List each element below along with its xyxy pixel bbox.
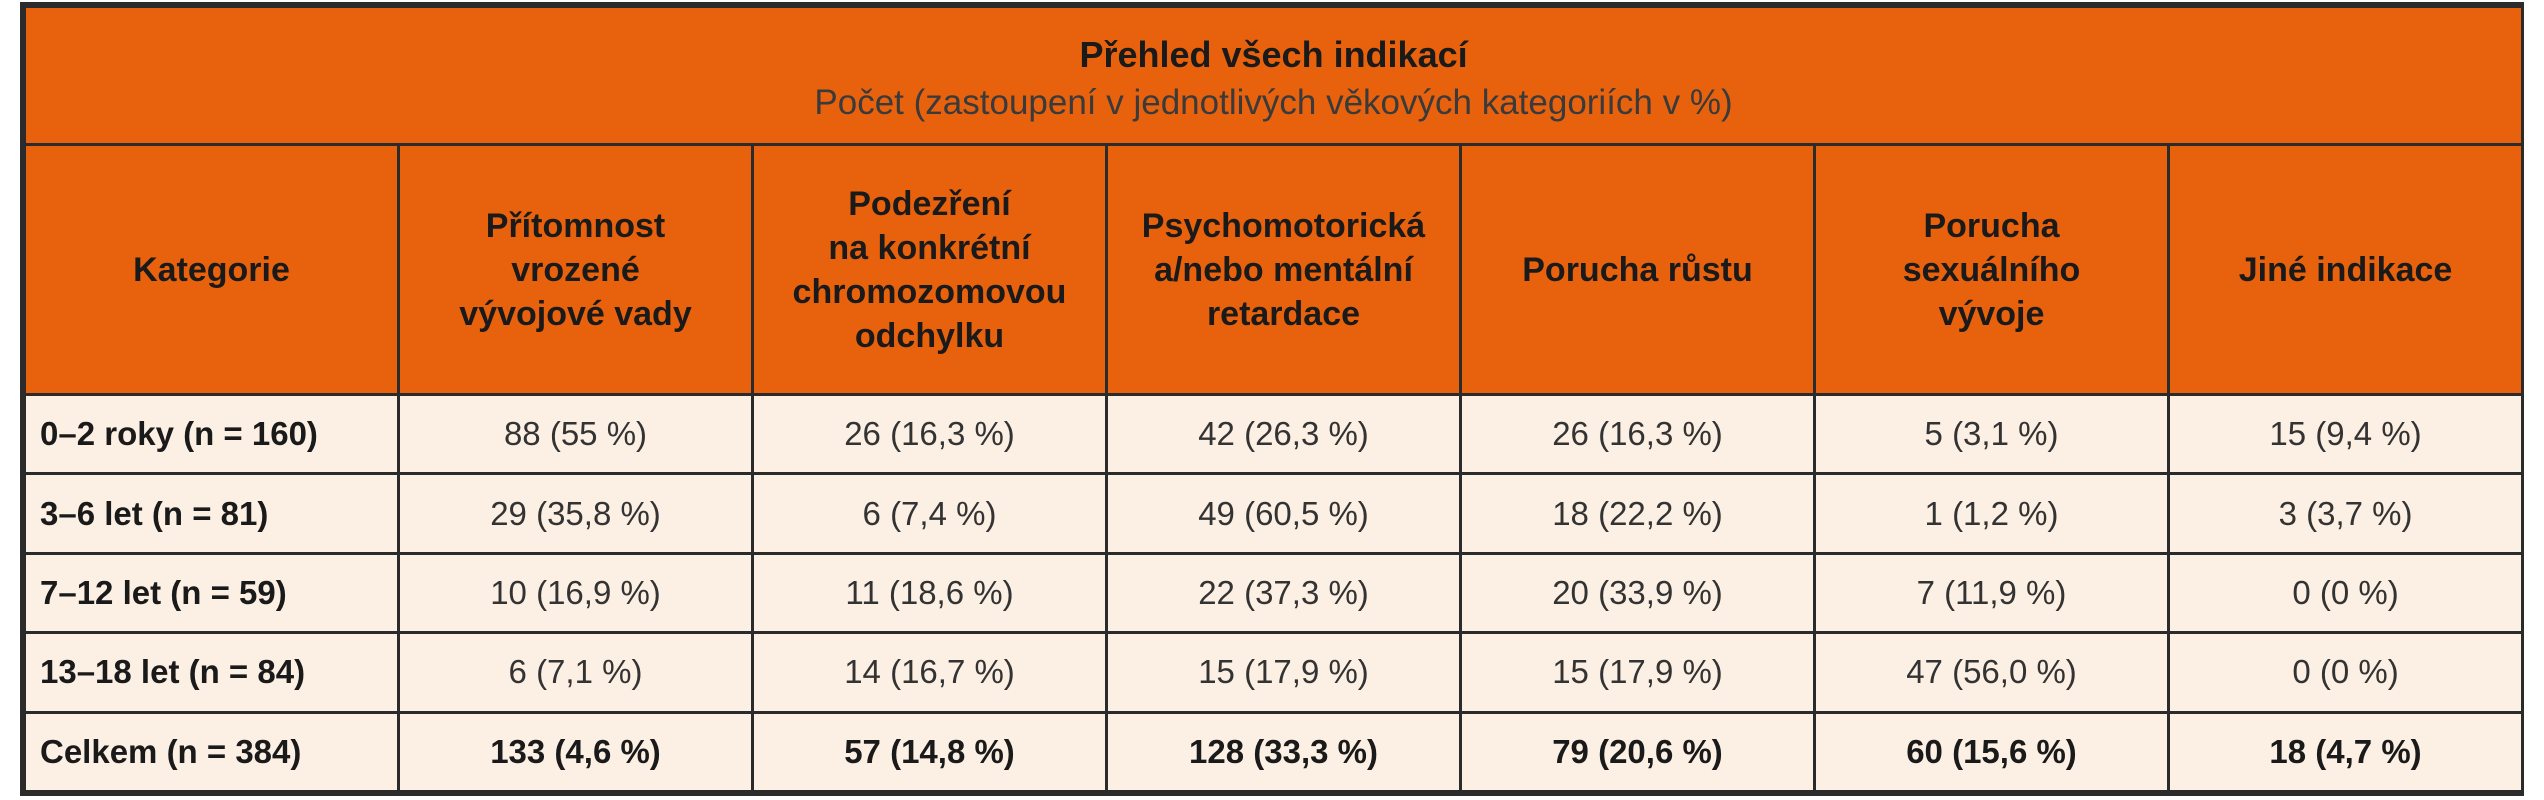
column-header-line: Přítomnost (485, 206, 666, 245)
value-cell: 29 (35,8 %) (397, 472, 754, 555)
column-header-line: Psychomotorická (1141, 206, 1426, 245)
header-retardace: Psychomotorická a/nebo mentální retardace (1105, 143, 1462, 396)
value-cell: 14 (16,7 %) (751, 631, 1108, 714)
header-sexualni-vyvoj: Porucha sexuálního vývoje (1813, 143, 2170, 396)
table-row: 7–12 let (n = 59) 10 (16,9 %) 11 (18,6 %) 2… (23, 551, 2525, 635)
column-header-line: Jiné indikace (2238, 250, 2453, 289)
table-subtitle: Počet (zastoupení v jednotlivých věkovýc… (814, 82, 1733, 122)
header-vrozena-vada: Přítomnost vrozené vývojové vady (397, 143, 754, 396)
column-header-line: odchylku (854, 316, 1005, 355)
header-porucha-rustu: Porucha růstu (1459, 143, 1816, 396)
row-category-cell: 3–6 let (n = 81) (23, 472, 400, 555)
table-body: 0–2 roky (n = 160) 88 (55 %) 26 (16,3 %) 42… (23, 392, 2525, 794)
row-category-cell: 0–2 roky (n = 160) (23, 392, 400, 476)
column-header-line: a/nebo mentální (1154, 250, 1413, 289)
indications-table-frame: Přehled všech indikací Počet (zastoupení… (20, 2, 2525, 796)
column-header-line: chromozomovou (792, 272, 1067, 311)
column-header-line: sexuálního (1902, 250, 2081, 289)
column-header-line: vrozené (511, 250, 640, 289)
value-cell: 6 (7,1 %) (397, 631, 754, 714)
value-cell: 15 (9,4 %) (2166, 392, 2525, 476)
table-row: 13–18 let (n = 84) 6 (7,1 %) 14 (16,7 %) 15… (23, 631, 2525, 714)
value-cell: 18 (4,7 %) (2166, 710, 2525, 794)
column-header-line: Podezření (848, 184, 1011, 223)
column-header-line: retardace (1206, 294, 1361, 333)
value-cell: 5 (3,1 %) (1813, 392, 2170, 476)
column-header-line: na konkrétní (828, 228, 1031, 267)
value-cell: 11 (18,6 %) (751, 551, 1108, 635)
indications-table: Přehled všech indikací Počet (zastoupení… (22, 5, 2525, 794)
column-header-line: Kategorie (133, 250, 290, 289)
value-cell: 22 (37,3 %) (1105, 551, 1462, 635)
value-cell: 0 (0 %) (2166, 631, 2525, 714)
value-cell: 3 (3,7 %) (2166, 472, 2525, 555)
value-cell: 60 (15,6 %) (1813, 710, 2170, 794)
value-cell: 26 (16,3 %) (751, 392, 1108, 476)
value-cell: 15 (17,9 %) (1459, 631, 1816, 714)
table-title-cell: Přehled všech indikací Počet (zastoupení… (22, 5, 2525, 146)
value-cell: 42 (26,3 %) (1105, 392, 1462, 476)
header-jine-indikace: Jiné indikace (2166, 143, 2525, 396)
value-cell: 20 (33,9 %) (1459, 551, 1816, 635)
value-cell: 6 (7,4 %) (751, 472, 1108, 555)
value-cell: 49 (60,5 %) (1105, 472, 1462, 555)
value-cell: 26 (16,3 %) (1459, 392, 1816, 476)
row-category-cell: Celkem (n = 384) (23, 710, 400, 794)
value-cell: 1 (1,2 %) (1813, 472, 2170, 555)
value-cell: 88 (55 %) (397, 392, 754, 476)
value-cell: 0 (0 %) (2166, 551, 2525, 635)
value-cell: 128 (33,3 %) (1105, 710, 1462, 794)
column-header-line: vývojové vady (459, 294, 692, 333)
value-cell: 79 (20,6 %) (1459, 710, 1816, 794)
row-category-cell: 7–12 let (n = 59) (23, 551, 400, 635)
value-cell: 15 (17,9 %) (1105, 631, 1462, 714)
total-row: Celkem (n = 384) 133 (4,6 %) 57 (14,8 %) 12… (23, 710, 2525, 794)
value-cell: 57 (14,8 %) (751, 710, 1108, 794)
table-row: 3–6 let (n = 81) 29 (35,8 %) 6 (7,4 %) 49 (… (23, 472, 2525, 555)
row-category-cell: 13–18 let (n = 84) (23, 631, 400, 714)
value-cell: 133 (4,6 %) (397, 710, 754, 794)
column-header-line: Porucha růstu (1522, 250, 1753, 289)
table-title-row: Přehled všech indikací Počet (zastoupení… (22, 5, 2525, 146)
header-chromozomova-odchylka: Podezření na konkrétní chromozomovou odchyl… (751, 143, 1108, 396)
header-kategorie: Kategorie (23, 143, 400, 396)
value-cell: 18 (22,2 %) (1459, 472, 1816, 555)
column-header-line: vývoje (1938, 294, 2045, 333)
value-cell: 10 (16,9 %) (397, 551, 754, 635)
column-header-line: Porucha (1923, 206, 2060, 245)
table-title: Přehled všech indikací (1079, 33, 1468, 75)
table-row: 0–2 roky (n = 160) 88 (55 %) 26 (16,3 %) 42… (23, 392, 2525, 476)
column-header-row: Kategorie Přítomnost vrozené vývojové vady P… (23, 143, 2525, 396)
value-cell: 47 (56,0 %) (1813, 631, 2170, 714)
value-cell: 7 (11,9 %) (1813, 551, 2170, 635)
